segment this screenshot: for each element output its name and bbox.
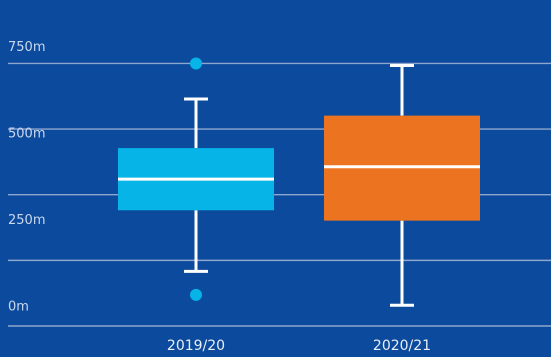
x-category-label: 2019/20 xyxy=(167,338,225,354)
y-tick-label: 500m xyxy=(8,127,45,142)
box-2020-21 xyxy=(324,64,480,307)
outlier-point xyxy=(190,288,202,301)
x-axis-category-labels: 2019/20 2020/21 xyxy=(167,338,431,354)
y-tick-label: 750m xyxy=(8,40,45,55)
outlier-point xyxy=(190,57,202,70)
y-axis-tick-labels: 0m 250m 500m 750m xyxy=(8,40,45,314)
x-category-label: 2020/21 xyxy=(373,338,431,354)
box-2019-20 xyxy=(118,57,274,301)
y-tick-label: 250m xyxy=(8,213,45,228)
box-series xyxy=(118,57,480,307)
y-tick-label: 0m xyxy=(8,299,29,314)
